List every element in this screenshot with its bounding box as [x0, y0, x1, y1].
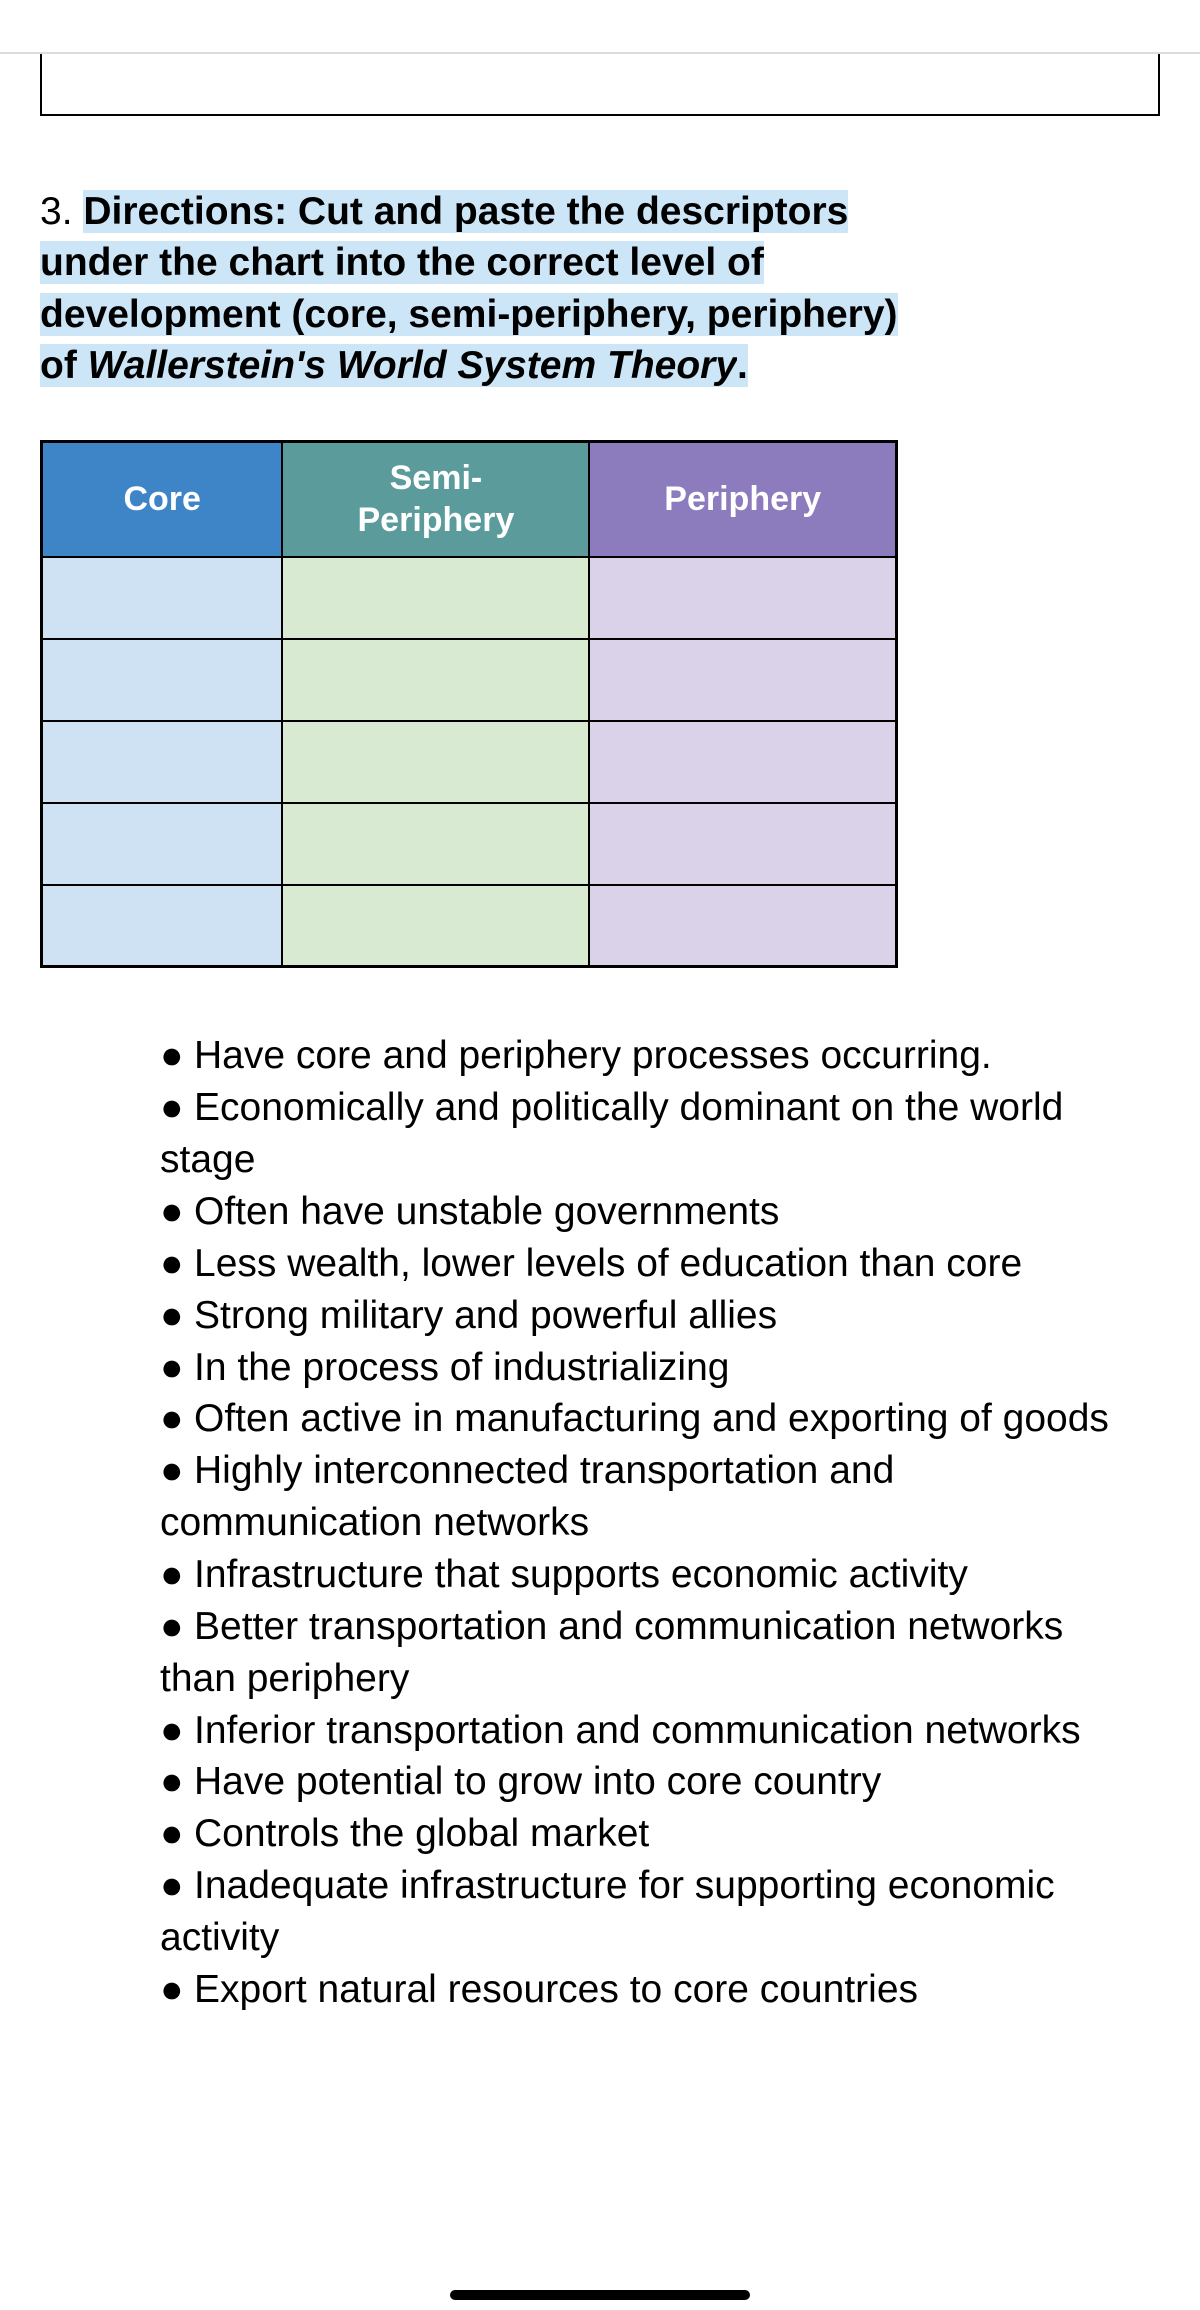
- table-row: [42, 721, 897, 803]
- descriptor-text: Often active in manufacturing and export…: [194, 1397, 1109, 1440]
- table-row: [42, 639, 897, 721]
- semi-cell[interactable]: [282, 721, 589, 803]
- directions-line-4a: of: [40, 344, 88, 387]
- bullet-icon: ●: [160, 1445, 194, 1497]
- bullet-icon: ●: [160, 1549, 194, 1601]
- bullet-icon: ●: [160, 1705, 194, 1757]
- semi-cell[interactable]: [282, 803, 589, 885]
- semi-cell[interactable]: [282, 639, 589, 721]
- semi-cell[interactable]: [282, 885, 589, 967]
- home-indicator: [450, 2290, 750, 2300]
- bullet-icon: ●: [160, 1756, 194, 1808]
- empty-answer-box[interactable]: [40, 54, 1160, 116]
- directions-line-3: development (core, semi-periphery, perip…: [40, 293, 898, 336]
- core-cell[interactable]: [42, 803, 283, 885]
- list-item[interactable]: ●Have potential to grow into core countr…: [160, 1756, 1120, 1808]
- list-item[interactable]: ●In the process of industrializing: [160, 1342, 1120, 1394]
- periphery-cell[interactable]: [589, 557, 896, 639]
- descriptor-text: Better transportation and communication …: [160, 1605, 1063, 1700]
- periphery-cell[interactable]: [589, 885, 896, 967]
- bullet-icon: ●: [160, 1030, 194, 1082]
- table-row: [42, 885, 897, 967]
- descriptor-text: Less wealth, lower levels of education t…: [194, 1242, 1022, 1285]
- bullet-icon: ●: [160, 1601, 194, 1653]
- document-page: 3. Directions: Cut and paste the descrip…: [0, 0, 1200, 2310]
- bullet-icon: ●: [160, 1238, 194, 1290]
- header-core: Core: [42, 441, 283, 557]
- header-semi-periphery: Semi-Periphery: [282, 441, 589, 557]
- bullet-icon: ●: [160, 1393, 194, 1445]
- descriptor-text: Inferior transportation and communicatio…: [194, 1709, 1081, 1752]
- table-header-row: Core Semi-Periphery Periphery: [42, 441, 897, 557]
- header-periphery: Periphery: [589, 441, 896, 557]
- semi-cell[interactable]: [282, 557, 589, 639]
- core-cell[interactable]: [42, 639, 283, 721]
- list-item[interactable]: ●Less wealth, lower levels of education …: [160, 1238, 1120, 1290]
- directions-line-4b: Wallerstein's World System Theory: [88, 344, 737, 387]
- question-number: 3.: [40, 190, 73, 233]
- descriptor-text: In the process of industrializing: [194, 1346, 729, 1389]
- list-item[interactable]: ●Export natural resources to core countr…: [160, 1964, 1120, 2016]
- descriptor-text: Controls the global market: [194, 1812, 649, 1855]
- list-item[interactable]: ●Strong military and powerful allies: [160, 1290, 1120, 1342]
- world-system-table-wrap: Core Semi-Periphery Periphery: [40, 440, 1160, 969]
- list-item[interactable]: ●Infrastructure that supports economic a…: [160, 1549, 1120, 1601]
- directions-line-2: under the chart into the correct level o…: [40, 241, 764, 284]
- descriptor-text: Have potential to grow into core country: [194, 1760, 881, 1803]
- descriptor-text: Highly interconnected transportation and…: [160, 1449, 894, 1544]
- descriptor-text: Export natural resources to core countri…: [194, 1968, 918, 2011]
- periphery-cell[interactable]: [589, 721, 896, 803]
- list-item[interactable]: ●Better transportation and communication…: [160, 1601, 1120, 1705]
- descriptor-text: Inadequate infrastructure for supporting…: [160, 1864, 1055, 1959]
- bullet-icon: ●: [160, 1860, 194, 1912]
- bullet-icon: ●: [160, 1186, 194, 1238]
- bullet-icon: ●: [160, 1290, 194, 1342]
- table-body: [42, 557, 897, 967]
- core-cell[interactable]: [42, 557, 283, 639]
- world-system-table: Core Semi-Periphery Periphery: [40, 440, 898, 969]
- descriptor-text: Infrastructure that supports economic ac…: [194, 1553, 968, 1596]
- bullet-icon: ●: [160, 1808, 194, 1860]
- descriptor-text: Strong military and powerful allies: [194, 1294, 777, 1337]
- bullet-icon: ●: [160, 1964, 194, 2016]
- list-item[interactable]: ●Inadequate infrastructure for supportin…: [160, 1860, 1120, 1964]
- list-item[interactable]: ●Often active in manufacturing and expor…: [160, 1393, 1120, 1445]
- directions-line-1: Directions: Cut and paste the descriptor…: [83, 190, 848, 233]
- list-item[interactable]: ●Highly interconnected transportation an…: [160, 1445, 1120, 1549]
- directions-line-4c: .: [737, 344, 748, 387]
- descriptor-list: ●Have core and periphery processes occur…: [160, 1030, 1120, 2015]
- descriptor-text: Economically and politically dominant on…: [160, 1086, 1063, 1181]
- periphery-cell[interactable]: [589, 639, 896, 721]
- question-directions: 3. Directions: Cut and paste the descrip…: [40, 186, 1160, 392]
- list-item[interactable]: ●Controls the global market: [160, 1808, 1120, 1860]
- list-item[interactable]: ●Often have unstable governments: [160, 1186, 1120, 1238]
- core-cell[interactable]: [42, 885, 283, 967]
- table-row: [42, 803, 897, 885]
- descriptor-text: Have core and periphery processes occurr…: [194, 1034, 992, 1077]
- list-item[interactable]: ●Inferior transportation and communicati…: [160, 1705, 1120, 1757]
- table-row: [42, 557, 897, 639]
- descriptor-text: Often have unstable governments: [194, 1190, 779, 1233]
- periphery-cell[interactable]: [589, 803, 896, 885]
- bullet-icon: ●: [160, 1342, 194, 1394]
- list-item[interactable]: ●Economically and politically dominant o…: [160, 1082, 1120, 1186]
- core-cell[interactable]: [42, 721, 283, 803]
- list-item[interactable]: ●Have core and periphery processes occur…: [160, 1030, 1120, 1082]
- bullet-icon: ●: [160, 1082, 194, 1134]
